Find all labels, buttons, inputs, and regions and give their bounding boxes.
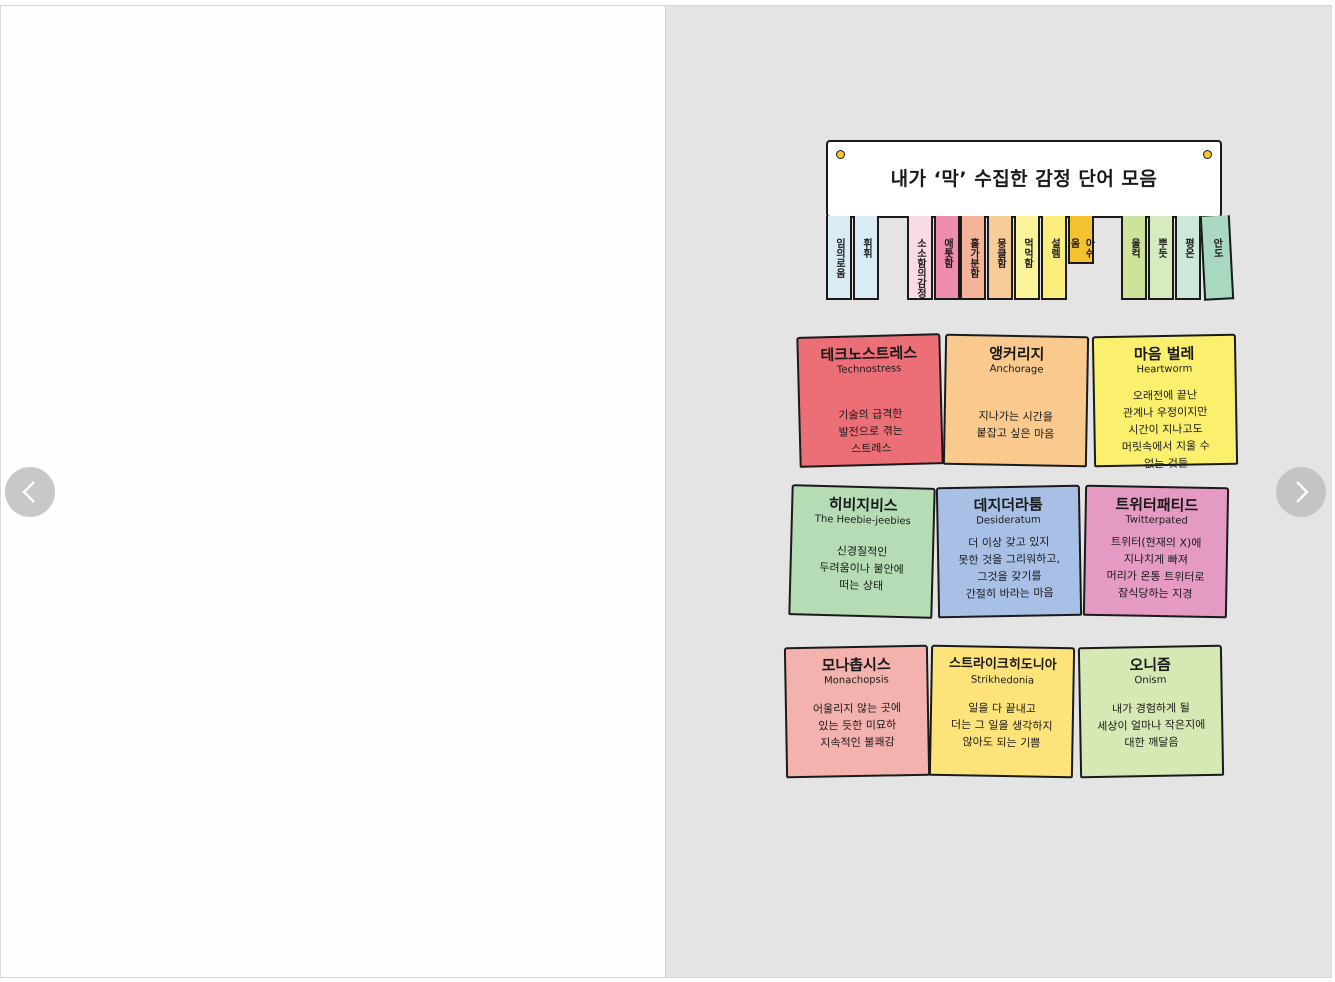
chevron-right-icon <box>1296 481 1309 503</box>
emotion-strip: 임의로움 <box>826 216 852 300</box>
emotion-strip: 뿌듯 <box>1148 216 1174 300</box>
emotion-note-card: 오니즘 Onism 내가 경험하게 될 세상이 얼마나 작은지에 대한 깨달음 <box>1077 644 1225 779</box>
emotion-note-card: 트위터패티드 Twitterpated 트위터(현재의 X)에 지나치게 빠져 머리… <box>1082 484 1230 619</box>
strip-label: 아쉬움 <box>1068 238 1094 258</box>
emotion-strip: 소소함의감정 <box>907 216 933 300</box>
note-description: 일을 다 끝내고 더는 그 일을 생각하지 않아도 되는 기쁨 <box>950 701 1053 750</box>
note-description: 지나가는 시간을 붙잡고 싶은 마음 <box>976 409 1055 441</box>
emotion-note-card: 테크노스트레스 Technostress 기술의 급격한 발전으로 겪는 스트레스 <box>796 333 944 468</box>
strip-label: 안도 <box>1210 237 1223 259</box>
strip-label: 홀가분함 <box>967 238 979 278</box>
note-english-title: Onism <box>1134 674 1167 687</box>
note-english-title: Strikhedonia <box>970 674 1035 687</box>
note-description: 더 이상 갖고 있지 못한 것을 그리워하고, 그것을 갖기를 간절히 바라는 … <box>958 535 1061 601</box>
note-english-title: Desideratum <box>976 514 1041 527</box>
emotion-strip: 안도 <box>1199 215 1235 301</box>
note-description: 트위터(현재의 X)에 지나치게 빠져 머리가 온통 트위터로 잠식당하는 지경 <box>1106 535 1205 601</box>
emotion-strip: 홀가분함 <box>960 216 986 300</box>
strip-label: 임의로움 <box>833 238 845 278</box>
banner-title: 내가 ‘막’ 수집한 감정 단어 모음 <box>890 168 1158 190</box>
note-english-title: Twitterpated <box>1125 514 1188 527</box>
strip-label: 뭉클함 <box>994 238 1006 268</box>
emotion-note-card: 앵커리지 Anchorage 지나가는 시간을 붙잡고 싶은 마음 <box>942 333 1090 468</box>
pin-icon <box>836 150 845 159</box>
emotion-strip: 휘휘 <box>853 216 879 300</box>
strip-label: 휘휘 <box>860 238 872 258</box>
emotion-strip: 설렘 <box>1041 216 1067 300</box>
note-english-title: The Heebie-jeebies <box>814 513 911 528</box>
emotion-note-card: 마음 벌레 Heartworm 오래전에 끝난 관계나 우정이지만 시간이 지나고도… <box>1091 333 1239 470</box>
emotion-strip: 먹먹함 <box>1014 216 1040 300</box>
strip-label: 먹먹함 <box>1021 238 1033 268</box>
strip-label: 설렘 <box>1048 238 1060 258</box>
emotion-note-card: 스트라이크히도니아 Strikhedonia 일을 다 끝내고 더는 그 일을 생각… <box>928 644 1076 779</box>
emotion-strip: 뭉클함 <box>987 216 1013 300</box>
note-description: 신경질적인 두려움이나 불안에 떠는 상태 <box>819 544 904 593</box>
pin-icon <box>1203 150 1212 159</box>
strip-label: 평온 <box>1182 238 1194 258</box>
emotion-strip: 애틋함 <box>934 216 960 300</box>
emotion-note-card: 히비지비스 The Heebie-jeebies 신경질적인 두려움이나 불안에 떠… <box>788 484 936 619</box>
strip-label: 뿌듯 <box>1155 238 1167 258</box>
strip-label: 애틋함 <box>941 238 953 268</box>
note-title: 스트라이크히도니아 <box>948 656 1057 673</box>
note-description: 기술의 급격한 발전으로 겪는 스트레스 <box>838 407 904 456</box>
chevron-left-icon <box>22 481 35 503</box>
note-description: 오래전에 끝난 관계나 우정이지만 시간이 지나고도 머릿속에서 지울 수 없는… <box>1121 388 1210 471</box>
strip-label: 소소함의감정 <box>914 238 926 298</box>
note-english-title: Monachopsis <box>824 674 889 687</box>
note-english-title: Heartworm <box>1136 363 1193 376</box>
previous-page-button[interactable] <box>5 467 55 517</box>
emotion-note-card: 데지더라툼 Desideratum 더 이상 갖고 있지 못한 것을 그리워하고, … <box>935 484 1083 619</box>
strip-label: 울컥 <box>1128 238 1140 258</box>
next-page-button[interactable] <box>1276 467 1326 517</box>
emotion-strip: 평온 <box>1175 216 1201 300</box>
note-description: 어울리지 않는 곳에 있는 듯한 미묘하 지속적인 불쾌감 <box>812 701 902 750</box>
emotion-strip: 울컥 <box>1121 216 1147 300</box>
title-banner: 내가 ‘막’ 수집한 감정 단어 모음 <box>826 140 1222 218</box>
left-page <box>1 6 666 977</box>
emotion-strip: 아쉬움 <box>1068 216 1094 264</box>
note-description: 내가 경험하게 될 세상이 얼마나 작은지에 대한 깨달음 <box>1097 701 1206 750</box>
note-english-title: Anchorage <box>989 363 1044 376</box>
emotion-note-card: 모나촙시스 Monachopsis 어울리지 않는 곳에 있는 듯한 미묘하 지속적… <box>783 644 931 779</box>
